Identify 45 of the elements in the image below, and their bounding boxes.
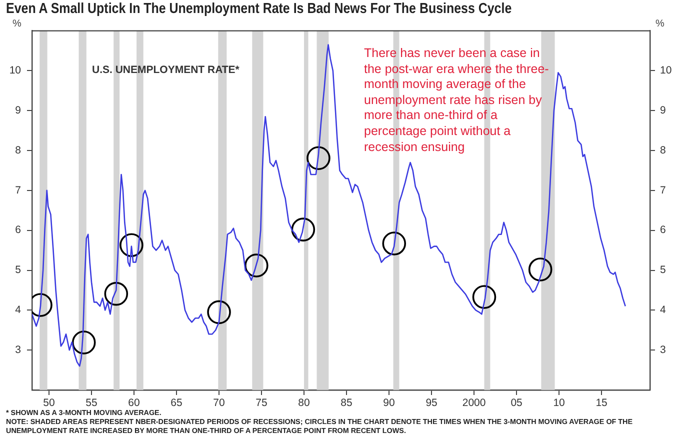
point (207, 300, 231, 324)
y2-axis-title: % (656, 18, 665, 30)
x-tick-label: 90 (383, 397, 396, 410)
point (72, 330, 96, 354)
y-tick-label: 10 (9, 64, 22, 77)
y2-tick-label: 4 (660, 304, 666, 316)
y2-tick-label: 10 (660, 64, 672, 77)
point (104, 282, 128, 306)
y2-tick-label: 6 (660, 224, 666, 236)
y-tick-label: 3 (15, 344, 22, 356)
y-tick-label: 5 (15, 264, 22, 276)
y-tick-label: 7 (15, 184, 22, 196)
point (306, 146, 330, 170)
y2-tick-label: 5 (660, 264, 666, 276)
point (291, 218, 316, 242)
annotation: U.S. UNEMPLOYMENT RATE* (92, 64, 240, 76)
point (120, 233, 144, 258)
y2-tick-label: 7 (660, 184, 666, 196)
x-tick-label: 2000 (462, 397, 486, 410)
x-tick-label: 05 (510, 397, 523, 410)
point (244, 254, 268, 278)
y-tick-label: 8 (15, 144, 22, 156)
x-tick-label: 50 (43, 397, 55, 410)
x-tick-label: 85 (340, 397, 353, 410)
y2-tick-label: 9 (660, 104, 666, 117)
x-tick-label: 55 (86, 397, 98, 410)
chart-title: Even A Small Uptick In The Unemployment Rate Is Bad News For The Business Cycle (6, 1, 512, 17)
x-tick-label: 60 (128, 397, 140, 410)
y-tick-label: 6 (15, 224, 22, 236)
point (528, 258, 552, 282)
y-axis-title: % (12, 18, 22, 30)
y2-tick-label: 8 (660, 144, 666, 156)
x-tick-label: 95 (426, 397, 438, 410)
x-tick-label: 10 (553, 397, 566, 410)
x-tick-label: 70 (213, 397, 226, 410)
point (382, 232, 406, 256)
y2-tick-label: 3 (660, 344, 666, 356)
y-tick-label: 4 (15, 304, 22, 316)
point (472, 285, 496, 309)
x-tick-label: 75 (256, 397, 268, 410)
annotation: There has never been a case in the post-war era where the three-month moving average of the unemployment rate has risen by more than one-third of a percentage point without a recession ensuing (364, 46, 550, 156)
x-tick-label: 15 (596, 397, 608, 410)
y-tick-label: 9 (15, 104, 22, 117)
x-tick-label: 80 (298, 397, 310, 410)
x-tick-label: 65 (170, 397, 183, 410)
